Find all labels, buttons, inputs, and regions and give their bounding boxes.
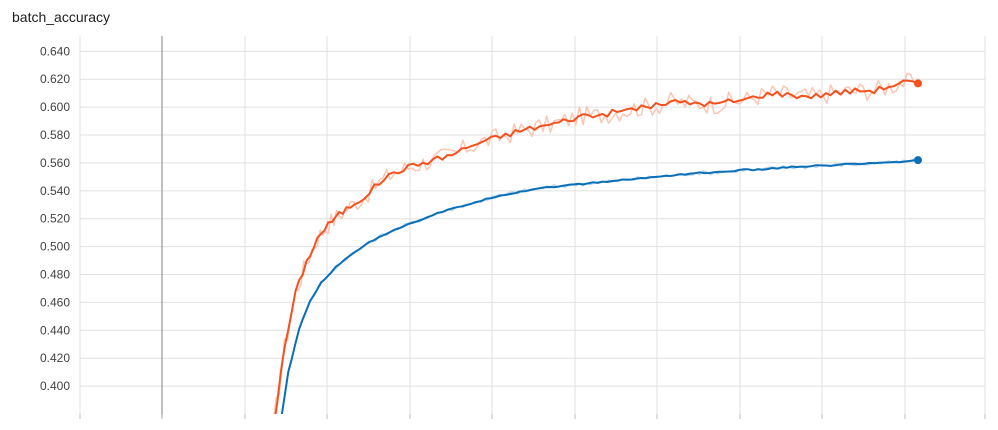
series-1-raw-line [281, 157, 915, 414]
chart-series [273, 72, 922, 414]
series-0-end-point [914, 79, 922, 88]
y-tick-label: 0.540 [40, 184, 70, 198]
y-tick-label: 0.620 [40, 72, 70, 86]
y-tick-label: 0.580 [40, 128, 70, 142]
y-tick-label: 0.460 [40, 295, 70, 309]
y-tick-label: 0.440 [40, 323, 70, 337]
y-tick-label: 0.600 [40, 100, 70, 114]
y-tick-label: 0.520 [40, 212, 70, 226]
chart-title: batch_accuracy [12, 9, 111, 25]
y-tick-label: 0.400 [40, 379, 70, 393]
y-tick-label: 0.640 [40, 44, 70, 58]
series-0-line [274, 79, 919, 414]
y-tick-label: 0.480 [40, 268, 70, 282]
y-axis-tick-labels: 0.400 0.420 0.440 0.460 0.480 0.500 0.520 0.540… [40, 44, 70, 393]
y-tick-label: 0.500 [40, 240, 70, 254]
series-0-raw-line [273, 72, 916, 414]
series-1-end-point [914, 156, 922, 165]
y-tick-label: 0.560 [40, 156, 70, 170]
y-tick-label: 0.420 [40, 351, 70, 365]
series-1-line [280, 159, 919, 414]
